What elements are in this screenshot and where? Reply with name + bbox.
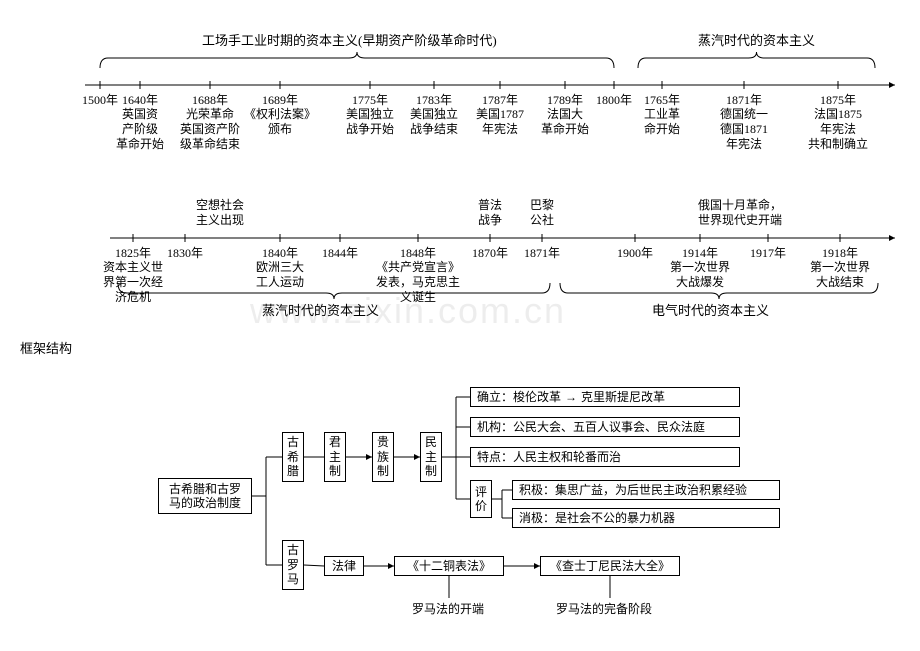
timeline-event: 德国统一 德国1871 年宪法 [704,107,784,152]
fc-positive: 积极：集思广益，为后世民主政治积累经验 [512,480,780,500]
t1-era-left: 工场手工业时期的资本主义(早期资产阶级革命时代) [202,30,497,49]
fc-twelve-tables: 《十二铜表法》 [394,556,504,576]
timeline-event: 光荣革命 英国资产阶 级革命结束 [170,107,250,152]
timeline-year: 1875年 [814,91,862,108]
fc-root: 古希腊和古罗 马的政治制度 [158,478,252,514]
t1-era-right: 蒸汽时代的资本主义 [698,30,815,49]
timeline-year: 1800年 [590,91,638,108]
section-title: 框架结构 [20,338,72,357]
timeline-event: 第一次世界 大战结束 [798,260,882,290]
timeline-event-above: 俄国十月革命， 世界现代史开端 [690,198,790,228]
fc-establish: 确立： 梭伦改革 → 克里斯提尼改革 [470,387,740,407]
timeline-event: 《共产党宣言》 发表，马克思主 义诞生 [376,260,460,305]
fc-law: 法律 [324,556,364,576]
timeline-event-above: 巴黎 公社 [492,198,592,228]
timeline-year: 1914年 [676,244,724,261]
timeline-event: 工业革 命开始 [622,107,702,137]
timeline-event: 法国大 革命开始 [525,107,605,137]
t2-era-left: 蒸汽时代的资本主义 [262,300,379,319]
timeline-year: 1783年 [410,91,458,108]
timeline-event: 英国资 产阶级 革命开始 [100,107,180,152]
timeline-event: 欧洲三大 工人运动 [238,260,322,290]
fc-justinian: 《查士丁尼民法大全》 [540,556,680,576]
fc-institution: 机构：公民大会、五百人议事会、民众法庭 [470,417,740,437]
fc-eval: 评 价 [470,480,492,518]
timeline-year: 1789年 [541,91,589,108]
timeline-event: 《权利法案》 颁布 [240,107,320,137]
timeline-year: 1689年 [256,91,304,108]
timeline-event: 法国1875 年宪法 共和制确立 [798,107,878,152]
timeline-year: 1830年 [161,244,209,261]
fc-aristocracy: 贵 族 制 [372,432,394,482]
fc-rome-law-complete: 罗马法的完备阶段 [556,600,652,617]
timeline-year: 1918年 [816,244,864,261]
timeline-event: 资本主义世 界第一次经 济危机 [91,260,175,305]
fc-rome-law-start: 罗马法的开端 [412,600,484,617]
timeline-year: 1871年 [720,91,768,108]
timeline-year: 1688年 [186,91,234,108]
timeline-year: 1870年 [466,244,514,261]
fc-democracy: 民 主 制 [420,432,442,482]
timeline-year: 1900年 [611,244,659,261]
timeline-year: 1840年 [256,244,304,261]
fc-monarchy: 君 主 制 [324,432,346,482]
fc-rome: 古 罗 马 [282,540,304,590]
timeline-year: 1825年 [109,244,157,261]
timeline-year: 1871年 [518,244,566,261]
timeline-year: 1917年 [744,244,792,261]
timeline-event-above: 空想社会 主义出现 [170,198,270,228]
timeline-year: 1640年 [116,91,164,108]
timeline-year: 1787年 [476,91,524,108]
t2-era-right: 电气时代的资本主义 [652,300,769,319]
timeline-event: 第一次世界 大战爆发 [658,260,742,290]
timeline-year: 1848年 [394,244,442,261]
timeline-year: 1775年 [346,91,394,108]
timeline-year: 1844年 [316,244,364,261]
timeline-year: 1765年 [638,91,686,108]
fc-greek: 古 希 腊 [282,432,304,482]
fc-feature: 特点：人民主权和轮番而治 [470,447,740,467]
fc-negative: 消极：是社会不公的暴力机器 [512,508,780,528]
